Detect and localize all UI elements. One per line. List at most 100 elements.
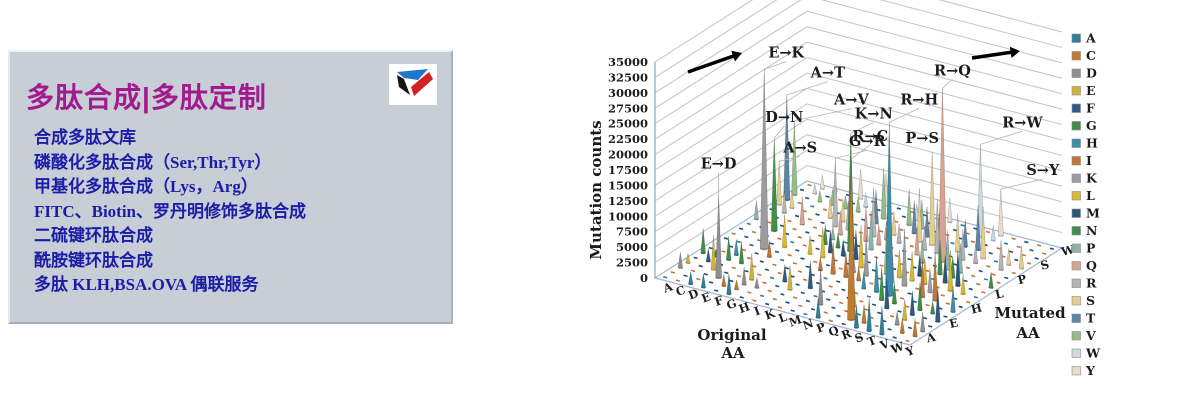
legend-label: M <box>1086 206 1100 221</box>
mutation-label: E→K <box>768 45 805 62</box>
mutation-label: R→W <box>1002 114 1043 131</box>
z-tick-label: E <box>948 315 960 331</box>
y-tick-label: 35000 <box>608 55 648 69</box>
menu-item-link[interactable]: 甲基化多肽合成（Lys，Arg） <box>34 177 258 196</box>
x-tick-label: C <box>674 283 687 299</box>
legend-label: R <box>1086 276 1097 291</box>
legend-label: A <box>1085 31 1096 46</box>
menu-item-link[interactable]: 合成多肽文库 <box>34 128 136 147</box>
y-tick-label: 22500 <box>608 132 648 146</box>
legend-item: T <box>1071 311 1096 326</box>
legend-item: P <box>1071 241 1096 256</box>
mutation-label: G→R <box>849 133 887 150</box>
y-tick-label: 0 <box>640 271 648 285</box>
y-tick-label: 25000 <box>608 117 648 131</box>
legend-item: H <box>1071 136 1098 151</box>
z-axis-title: Mutated <box>994 304 1066 322</box>
menu-item-link[interactable]: 磷酸化多肽合成（Ser,Thr,Tyr） <box>34 152 272 172</box>
y-tick-label: 7500 <box>616 225 648 239</box>
x-tick-label: M <box>787 312 804 330</box>
legend-item: K <box>1071 171 1098 186</box>
y-tick-label: 5000 <box>616 240 648 254</box>
legend-label: V <box>1085 328 1096 343</box>
legend-swatch <box>1071 68 1081 78</box>
legend-item: G <box>1071 118 1097 133</box>
legend-label: D <box>1086 66 1097 81</box>
menu-item-link[interactable]: FITC、Biotin、罗丹明修饰多肽合成 <box>34 201 307 221</box>
mutation-spikes <box>677 69 1025 338</box>
legend-label: P <box>1086 241 1096 256</box>
legend-item: F <box>1071 101 1095 116</box>
mutation-annotations: E→K A→T A→V R→Q R→H K→N R→C D→N G→R P→S R→W A→S E→D S… <box>701 45 1060 195</box>
mutation-counts-3d-chart: 0 2500 5000 7500 10000 12500 15000 17500 20000 22… <box>560 0 1200 400</box>
peptide-service-panel: 多肽合成|多肽定制 合成多肽文库 磷酸化多肽合成（Ser,Thr,Tyr） 甲基化多… <box>8 50 453 324</box>
mutation-label: R→H <box>900 91 938 108</box>
z-axis-title: AA <box>1015 324 1040 342</box>
legend-swatch <box>1071 121 1081 131</box>
legend-item: C <box>1071 48 1096 63</box>
legend-swatch <box>1071 366 1081 376</box>
direction-arrow-icon <box>971 50 1013 60</box>
y-tick-label: 12500 <box>608 194 648 208</box>
mutation-label: K→N <box>855 105 893 122</box>
mutation-label: A→T <box>810 65 845 82</box>
legend-label: K <box>1086 171 1098 186</box>
y-tick-label: 10000 <box>608 209 648 223</box>
service-menu: 合成多肽文库磷酸化多肽合成（Ser,Thr,Tyr） 甲基化多肽合成（Lys，Ar… <box>34 126 306 298</box>
legend-item: Y <box>1071 363 1096 378</box>
legend-swatch <box>1071 191 1081 201</box>
menu-item-link[interactable]: 多肽 KLH,BSA.OVA 偶联服务 <box>34 275 259 294</box>
y-tick-label: 32500 <box>608 70 648 84</box>
y-tick-label: 27500 <box>608 101 648 115</box>
mutation-label: E→D <box>701 155 737 172</box>
y-tick-label: 2500 <box>616 256 648 270</box>
legend-label: E <box>1086 83 1096 98</box>
legend-label: L <box>1086 188 1095 203</box>
mutation-label: S→Y <box>1026 162 1060 179</box>
legend-item: I <box>1071 153 1092 168</box>
y-tick-label: 17500 <box>608 163 648 177</box>
legend-item: A <box>1071 31 1096 46</box>
menu-item-link[interactable]: 二硫键环肽合成 <box>34 226 153 245</box>
legend-label: H <box>1086 136 1098 151</box>
legend-swatch <box>1071 261 1081 271</box>
legend-swatch <box>1071 86 1081 96</box>
legend-swatch <box>1071 208 1081 218</box>
legend-swatch <box>1071 138 1081 148</box>
legend-label: C <box>1086 48 1096 63</box>
brand-logo[interactable] <box>389 64 437 105</box>
legend-label: Y <box>1085 363 1096 378</box>
legend-item: V <box>1071 328 1096 343</box>
z-tick-label: H <box>969 300 983 316</box>
brand-triangle-icon <box>397 69 433 96</box>
menu-item-link[interactable]: 酰胺键环肽合成 <box>34 250 153 270</box>
legend-swatch <box>1071 296 1081 306</box>
legend-item: E <box>1071 83 1096 98</box>
legend-swatch <box>1071 278 1081 288</box>
z-tick-label: P <box>1016 272 1028 288</box>
x-tick-label: G <box>725 296 739 313</box>
x-axis-title: AA <box>720 344 745 362</box>
legend-item: W <box>1071 346 1101 361</box>
mutation-label: R→C <box>852 128 888 145</box>
x-axis-title: Original <box>697 326 766 344</box>
direction-arrow-icon <box>687 54 736 74</box>
legend-swatch <box>1071 173 1081 183</box>
mutation-label: P→S <box>905 130 939 147</box>
z-tick-label: L <box>994 286 1005 302</box>
legend-swatch <box>1071 103 1081 113</box>
legend-item: M <box>1071 206 1100 221</box>
legend-swatch <box>1071 33 1081 43</box>
legend-label: I <box>1086 153 1092 168</box>
legend-item: Q <box>1071 258 1097 273</box>
z-tick-label: A <box>924 330 938 346</box>
x-tick-label: I <box>752 303 762 318</box>
x-tick-label: D <box>686 286 700 303</box>
legend-label: F <box>1086 101 1095 116</box>
direction-arrow-head <box>1009 46 1020 58</box>
